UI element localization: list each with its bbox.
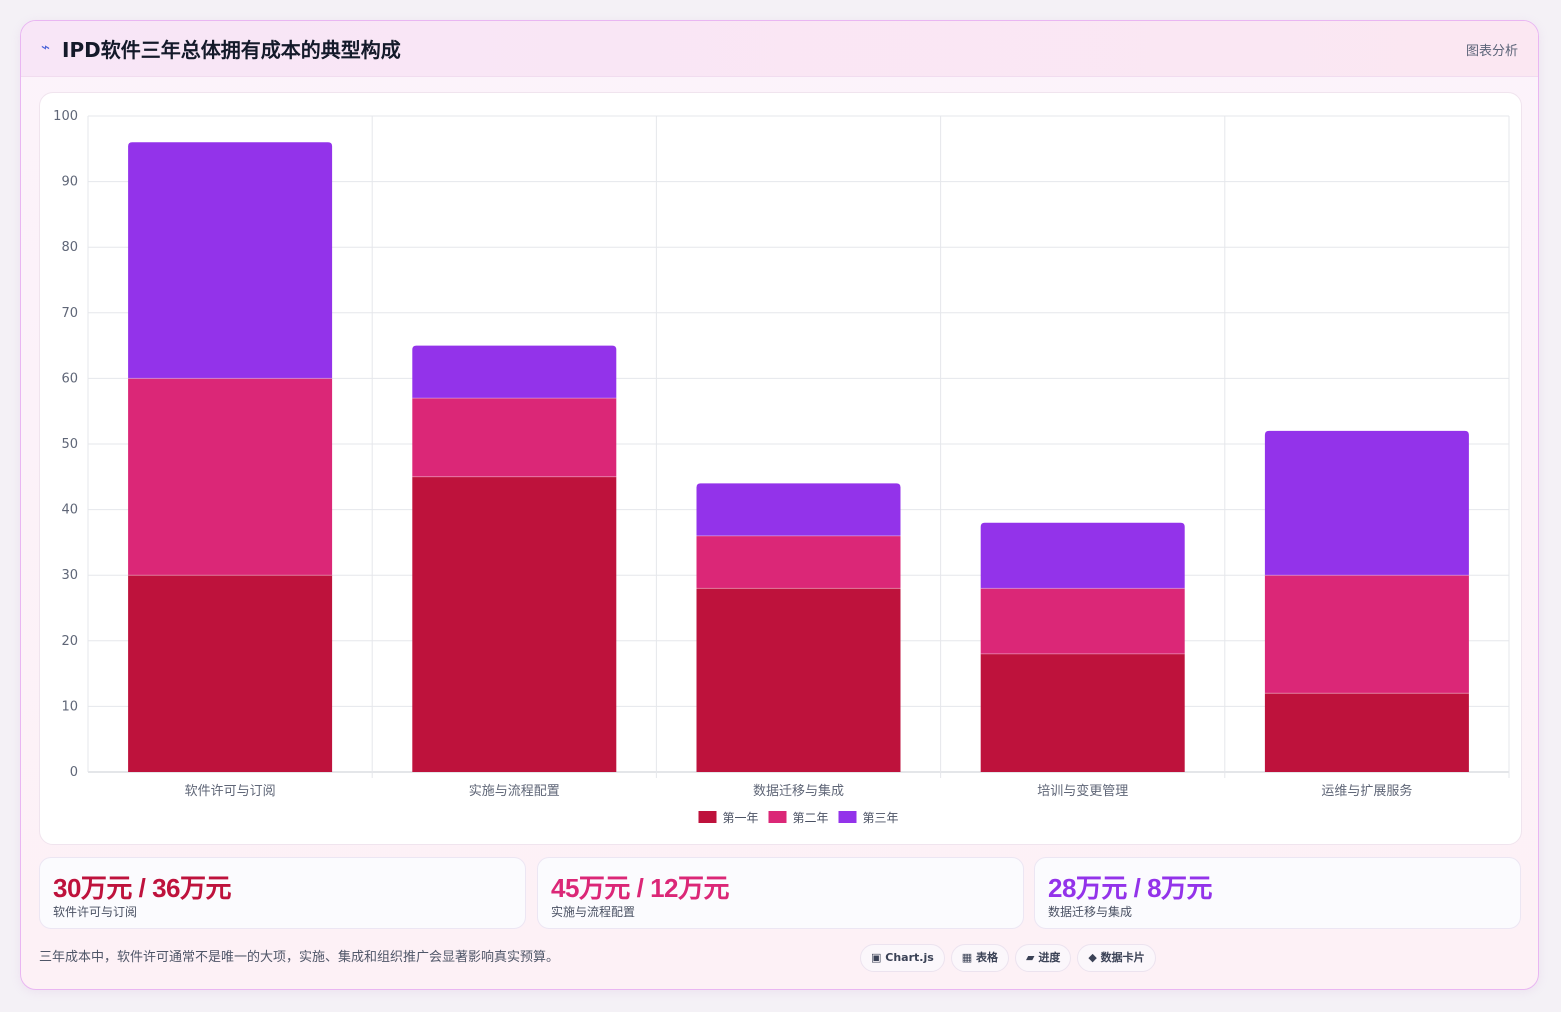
bar-segment	[980, 588, 1185, 654]
stat-card-license: 30万元 / 36万元 软件许可与订阅	[39, 857, 526, 929]
y-tick-label: 20	[61, 634, 78, 649]
tag-label: 表格	[976, 951, 999, 964]
bar-segment	[412, 398, 617, 477]
bar-segment	[128, 378, 333, 576]
legend-label: 第一年	[723, 811, 759, 825]
dashboard-card: ⌁ IPD软件三年总体拥有成本的典型构成 图表分析 0 10 20 30 40 50 60 7…	[20, 20, 1539, 990]
tag-label: 数据卡片	[1100, 951, 1145, 964]
legend-label: 第三年	[863, 811, 899, 825]
y-tick-label: 70	[61, 306, 78, 321]
x-tick-label: 运维与扩展服务	[1321, 783, 1412, 799]
tag-data-card[interactable]: ◆ 数据卡片	[1077, 944, 1156, 972]
table-icon: ▦	[961, 951, 973, 964]
stat-card-migration: 28万元 / 8万元 数据迁移与集成	[1034, 857, 1521, 929]
stacked-bar-chart: 0 10 20 30 40 50 60 70 80 90 100 软件许可与订阅 实施与流程配置 数据迁移…	[53, 109, 1510, 825]
bar-segment	[696, 588, 901, 772]
bar-segment	[412, 345, 617, 399]
bar-segment	[696, 535, 901, 589]
stat-card-implementation: 45万元 / 12万元 实施与流程配置	[537, 857, 1024, 929]
y-tick-label: 80	[61, 240, 78, 255]
tag-progress[interactable]: ▰ 进度	[1015, 944, 1072, 972]
y-tick-label: 60	[61, 371, 78, 386]
stat-label: 软件许可与订阅	[53, 905, 138, 919]
legend-swatch	[768, 811, 787, 823]
legend-swatch	[838, 811, 857, 823]
tag-table[interactable]: ▦ 表格	[950, 944, 1010, 972]
stat-value: 30万元 / 36万元	[53, 873, 232, 903]
chart-panel: 0 10 20 30 40 50 60 70 80 90 100 软件许可与订阅 实施与流程配置 数据迁移…	[39, 92, 1522, 845]
bar-segment	[412, 476, 617, 772]
x-tick-label: 培训与变更管理	[1037, 783, 1128, 799]
stat-label: 实施与流程配置	[551, 905, 636, 919]
chart-analysis-link[interactable]: 图表分析	[1465, 44, 1518, 59]
card-header: ⌁ IPD软件三年总体拥有成本的典型构成 图表分析	[21, 21, 1538, 77]
stat-value: 28万元 / 8万元	[1048, 873, 1213, 903]
footnote: 三年成本中，软件许可通常不是唯一的大项，实施、集成和组织推广会显著影响真实预算。	[39, 950, 560, 965]
legend-label: 第二年	[793, 811, 829, 825]
bar-segment	[128, 142, 333, 379]
tag-label: 进度	[1038, 951, 1061, 964]
card-icon: ◆	[1088, 951, 1097, 964]
bar-segment	[1264, 693, 1469, 772]
tag-label: Chart.js	[885, 951, 934, 964]
tag-list: ▣ Chart.js ▦ 表格 ▰ 进度 ◆ 数据卡片	[860, 944, 1162, 972]
stat-value: 45万元 / 12万元	[551, 873, 730, 903]
x-tick-label: 数据迁移与集成	[753, 783, 844, 799]
x-tick-label: 软件许可与订阅	[185, 784, 276, 799]
bar-segment	[128, 575, 333, 772]
bar-segment	[980, 522, 1185, 589]
tag-chartjs[interactable]: ▣ Chart.js	[860, 944, 945, 972]
y-tick-label: 0	[70, 765, 78, 780]
bar-segment	[1264, 430, 1469, 576]
y-tick-label: 10	[61, 699, 78, 714]
y-tick-label: 100	[53, 109, 78, 124]
progress-icon: ▰	[1026, 951, 1035, 964]
bolt-icon: ⌁	[41, 38, 51, 56]
y-tick-label: 90	[61, 175, 78, 190]
chart-title: IPD软件三年总体拥有成本的典型构成	[62, 38, 401, 62]
y-tick-label: 40	[61, 503, 78, 518]
bar-segment	[980, 653, 1185, 772]
y-tick-label: 30	[61, 568, 78, 583]
stat-label: 数据迁移与集成	[1048, 905, 1133, 919]
legend-swatch	[698, 811, 717, 823]
bar-segment	[1264, 575, 1469, 694]
bar-segment	[696, 483, 901, 536]
chart-icon: ▣	[871, 951, 882, 964]
y-tick-label: 50	[61, 437, 78, 452]
x-tick-label: 实施与流程配置	[469, 784, 560, 799]
